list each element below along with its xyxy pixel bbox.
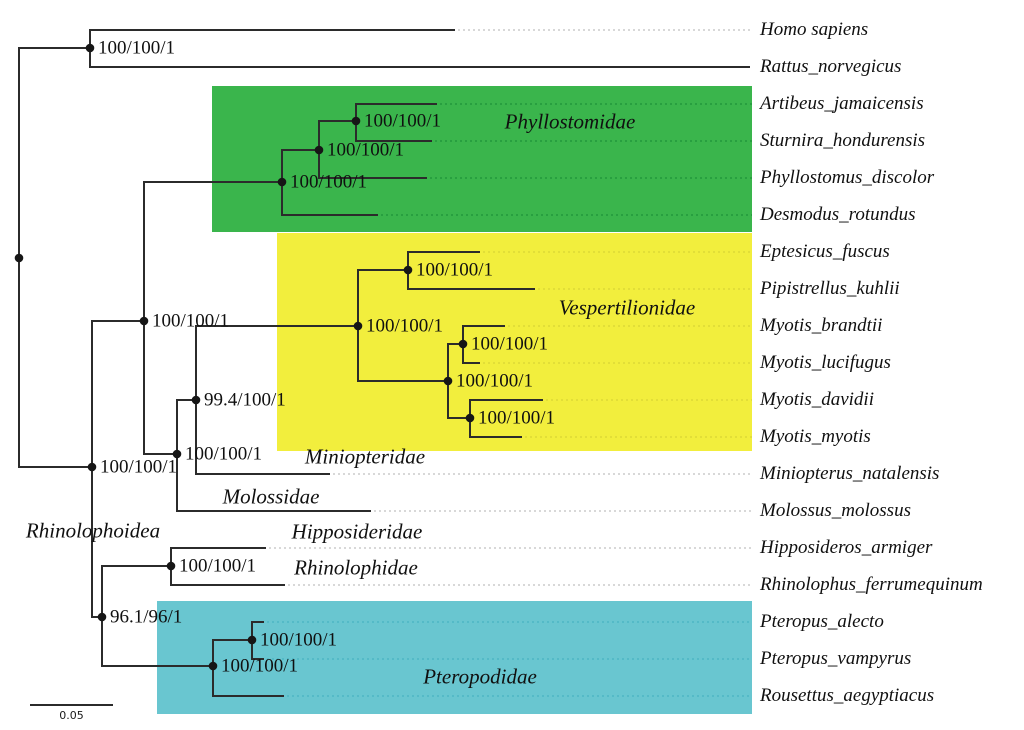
outgroup-node-dot: [85, 43, 95, 53]
highlight-box-vespertilionidae: [277, 233, 752, 451]
vesper-miniopterus-node-dot: [191, 395, 201, 405]
scale-bar-label: 0.05: [59, 709, 84, 722]
myotis-root-node-dot: [443, 376, 453, 386]
myotis-brandtii-lucifugus-node-dot: [458, 339, 468, 349]
vespertilionidae-root-node-dot: [353, 321, 363, 331]
yinpterochiroptera-node-dot: [97, 612, 107, 622]
eptesicus-pipistrellus-node-dot: [403, 265, 413, 275]
myotis-davidii-myotis-node-dot: [465, 413, 475, 423]
vesper-minio-molossus-node-dot: [172, 449, 182, 459]
phyllostomidae-root-node-dot: [277, 177, 287, 187]
highlight-box-phyllostomidae: [212, 86, 752, 232]
root-node-dot: [14, 253, 24, 263]
pteropus-node-dot: [247, 635, 257, 645]
hippo-rhinolophidae-node-dot: [166, 561, 176, 571]
chiroptera-node-dot: [87, 462, 97, 472]
phyllostomid-inner-node-dot: [314, 145, 324, 155]
artibeus-sturnira-node-dot: [351, 116, 361, 126]
pteropodidae-root-node-dot: [208, 661, 218, 671]
yangochiroptera-node-dot: [139, 316, 149, 326]
